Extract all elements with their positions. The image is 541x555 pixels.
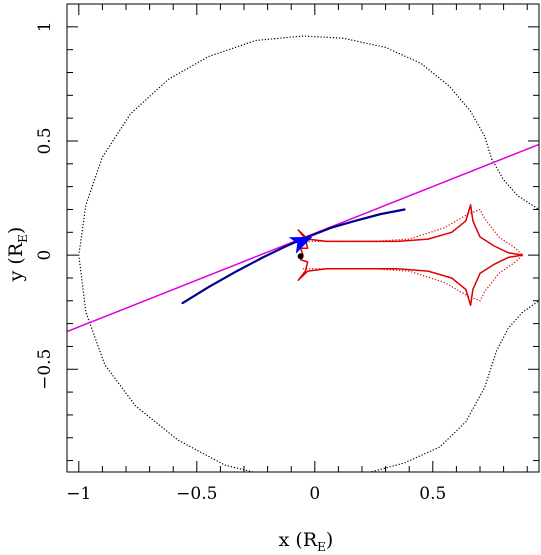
tick-labels: −1 −0.5 0 0.5 −0.5 0 0.5 1 [35, 21, 446, 504]
critical-curve-branch [491, 158, 539, 211]
y-tick-label: 1 [35, 21, 55, 32]
x-tick-label: −1 [66, 484, 91, 504]
critical-curve-main [78, 35, 539, 472]
plot-frame [66, 3, 540, 473]
critical-curve-inner [302, 208, 524, 302]
plot-area [67, 35, 539, 472]
trajectory [181, 208, 406, 305]
direction-arrow [288, 236, 313, 254]
caustic [297, 204, 524, 307]
y-axis-title: y (RE) [5, 227, 30, 283]
source-dot [297, 253, 304, 260]
x-tick-label: 0 [309, 484, 320, 504]
y-tick-label: −0.5 [35, 349, 55, 390]
x-tick-label: −0.5 [176, 484, 217, 504]
y-tick-label: 0.5 [35, 127, 55, 154]
y-tick-label: 0 [35, 250, 55, 261]
axes [66, 3, 540, 473]
x-axis-title: x (RE) [279, 529, 334, 554]
x-tick-label: 0.5 [419, 484, 446, 504]
